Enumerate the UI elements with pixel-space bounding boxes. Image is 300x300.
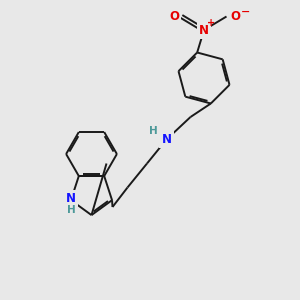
Text: N: N bbox=[66, 192, 76, 205]
Text: H: H bbox=[67, 205, 75, 215]
Text: N: N bbox=[161, 133, 172, 146]
Text: O: O bbox=[169, 10, 179, 23]
Text: O: O bbox=[230, 10, 241, 23]
Text: H: H bbox=[148, 126, 158, 136]
Text: +: + bbox=[206, 18, 215, 28]
Text: −: − bbox=[240, 7, 250, 17]
Text: N: N bbox=[199, 23, 209, 37]
